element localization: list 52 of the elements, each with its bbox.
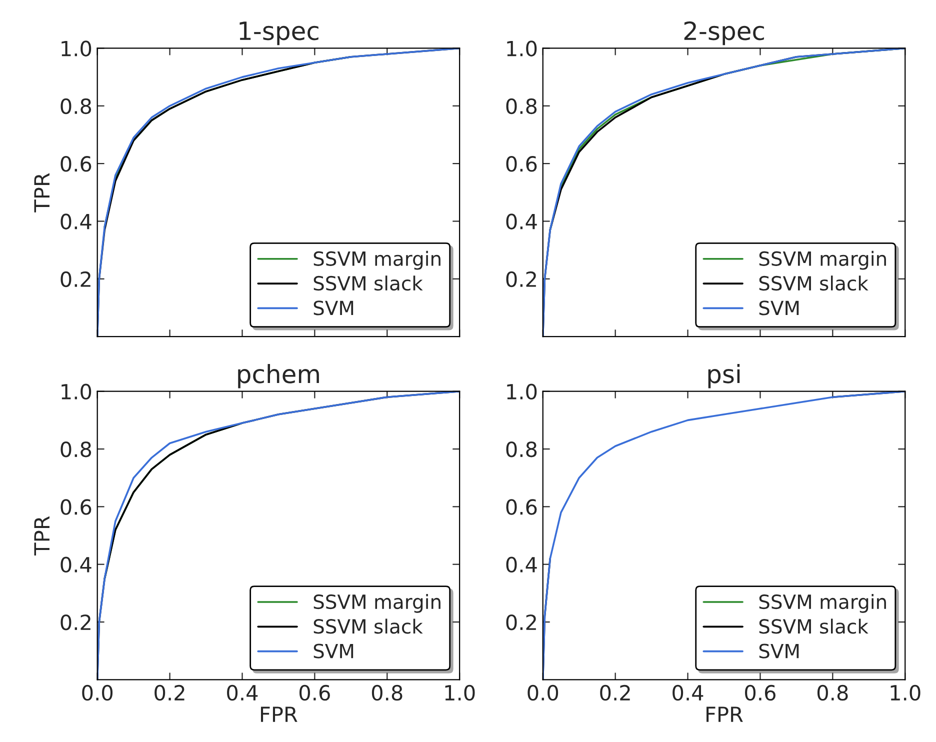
y-tick-label: 0.6 bbox=[506, 156, 537, 172]
y-tick-label: 0.2 bbox=[60, 614, 90, 630]
x-tick-label: 1.0 bbox=[445, 684, 475, 701]
x-tick-label: 0.8 bbox=[817, 684, 848, 701]
legend-label: SSVM margin bbox=[314, 594, 440, 613]
x-tick-label: 0.6 bbox=[745, 684, 776, 701]
legend-label: SSVM slack bbox=[314, 276, 423, 291]
x-tick-label: 0.0 bbox=[82, 684, 113, 701]
x-tick-label: 1.0 bbox=[890, 684, 920, 701]
y-tick-label: 0.8 bbox=[506, 441, 537, 458]
y-axis-title: TPR bbox=[34, 516, 50, 556]
x-tick-label: 0.8 bbox=[372, 684, 402, 701]
y-tick-label: 0.6 bbox=[60, 499, 92, 515]
legend-label: SSVM margin bbox=[314, 250, 440, 270]
x-tick-label: 0.4 bbox=[672, 684, 704, 701]
legend-label: SVM bbox=[314, 300, 354, 316]
x-tick-label: 0.4 bbox=[227, 684, 258, 701]
y-tick-label: 0.4 bbox=[506, 556, 537, 573]
legend-label: SVM bbox=[759, 644, 799, 658]
legend-label: SSVM margin bbox=[759, 250, 886, 270]
y-tick-label: 0.4 bbox=[60, 214, 92, 230]
legend-label: SSVM slack bbox=[314, 618, 423, 634]
y-tick-label: 0.2 bbox=[506, 614, 536, 630]
y-tick-label: 0.2 bbox=[506, 271, 536, 288]
x-tick-label: 0.0 bbox=[528, 684, 558, 701]
y-axis-title: TPR bbox=[34, 173, 50, 212]
legend-label: SVM bbox=[759, 300, 799, 316]
chart-title: pchem bbox=[238, 364, 319, 388]
x-axis-title: FPR bbox=[706, 706, 743, 722]
chart-title: 2-spec bbox=[684, 21, 764, 46]
y-tick-label: 1.0 bbox=[507, 40, 537, 56]
x-tick-label: 0.2 bbox=[600, 684, 630, 701]
y-tick-label: 0.2 bbox=[60, 271, 90, 288]
legend-label: SVM bbox=[314, 644, 354, 658]
y-tick-label: 0.8 bbox=[506, 98, 537, 114]
x-tick-label: 0.2 bbox=[154, 684, 184, 701]
legend-label: SSVM margin bbox=[759, 594, 886, 613]
y-tick-label: 0.4 bbox=[60, 556, 92, 573]
y-tick-label: 0.6 bbox=[60, 156, 92, 172]
y-tick-label: 1.0 bbox=[62, 384, 92, 400]
x-axis-title: FPR bbox=[260, 706, 298, 722]
chart-title: psi bbox=[708, 364, 740, 388]
y-tick-label: 0.8 bbox=[60, 441, 92, 458]
legend-label: SSVM slack bbox=[759, 618, 868, 634]
y-tick-label: 0.4 bbox=[506, 214, 537, 230]
y-tick-label: 0.6 bbox=[506, 499, 537, 515]
x-tick-label: 0.6 bbox=[299, 684, 330, 701]
chart-title: 1-spec bbox=[240, 22, 318, 46]
y-tick-label: 1.0 bbox=[62, 40, 92, 56]
legend-label: SSVM slack bbox=[759, 276, 868, 291]
y-tick-label: 1.0 bbox=[507, 384, 537, 400]
y-tick-label: 0.8 bbox=[60, 98, 92, 114]
